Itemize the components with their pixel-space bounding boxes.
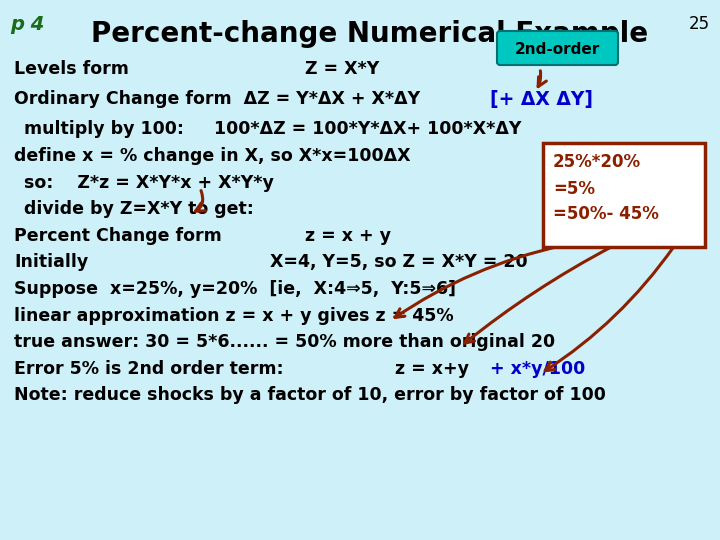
Text: Note: reduce shocks by a factor of 10, error by factor of 100: Note: reduce shocks by a factor of 10, e…	[14, 386, 606, 404]
FancyBboxPatch shape	[497, 31, 618, 65]
Text: multiply by 100:     100*ΔZ = 100*Y*ΔX+ 100*X*ΔY: multiply by 100: 100*ΔZ = 100*Y*ΔX+ 100*…	[24, 120, 521, 138]
Text: so:    Z*z = X*Y*x + X*Y*y: so: Z*z = X*Y*x + X*Y*y	[24, 174, 274, 192]
Text: p 4: p 4	[10, 15, 45, 34]
Text: Levels form: Levels form	[14, 60, 129, 78]
Text: divide by Z=X*Y to get:: divide by Z=X*Y to get:	[24, 200, 254, 218]
Text: define x = % change in X, so X*x=100ΔX: define x = % change in X, so X*x=100ΔX	[14, 147, 410, 165]
Text: =5%: =5%	[553, 180, 595, 198]
Text: Ordinary Change form  ΔZ = Y*ΔX + X*ΔY: Ordinary Change form ΔZ = Y*ΔX + X*ΔY	[14, 90, 420, 108]
Text: true answer: 30 = 5*6...... = 50% more than original 20: true answer: 30 = 5*6...... = 50% more t…	[14, 333, 555, 351]
Text: z = x + y: z = x + y	[305, 227, 391, 245]
Text: z = x+y: z = x+y	[395, 360, 475, 378]
Text: 2nd-order: 2nd-order	[514, 42, 600, 57]
FancyBboxPatch shape	[543, 143, 705, 247]
Text: X=4, Y=5, so Z = X*Y = 20: X=4, Y=5, so Z = X*Y = 20	[270, 253, 528, 271]
Text: Percent-change Numerical Example: Percent-change Numerical Example	[91, 20, 649, 48]
Text: Suppose  x=25%, y=20%  [ie,  X:4⇒5,  Y:5⇒6]: Suppose x=25%, y=20% [ie, X:4⇒5, Y:5⇒6]	[14, 280, 456, 298]
Text: Percent Change form: Percent Change form	[14, 227, 222, 245]
Text: linear approximation z = x + y gives z = 45%: linear approximation z = x + y gives z =…	[14, 307, 454, 325]
Text: Z = X*Y: Z = X*Y	[305, 60, 379, 78]
Text: 25%*20%: 25%*20%	[553, 153, 641, 171]
Text: =50%- 45%: =50%- 45%	[553, 205, 659, 223]
Text: Initially: Initially	[14, 253, 89, 271]
Text: + x*y/100: + x*y/100	[490, 360, 585, 378]
Text: 25: 25	[689, 15, 710, 33]
Text: Error 5% is 2nd order term:: Error 5% is 2nd order term:	[14, 360, 284, 378]
Text: [+ ΔX ΔY]: [+ ΔX ΔY]	[490, 90, 593, 109]
